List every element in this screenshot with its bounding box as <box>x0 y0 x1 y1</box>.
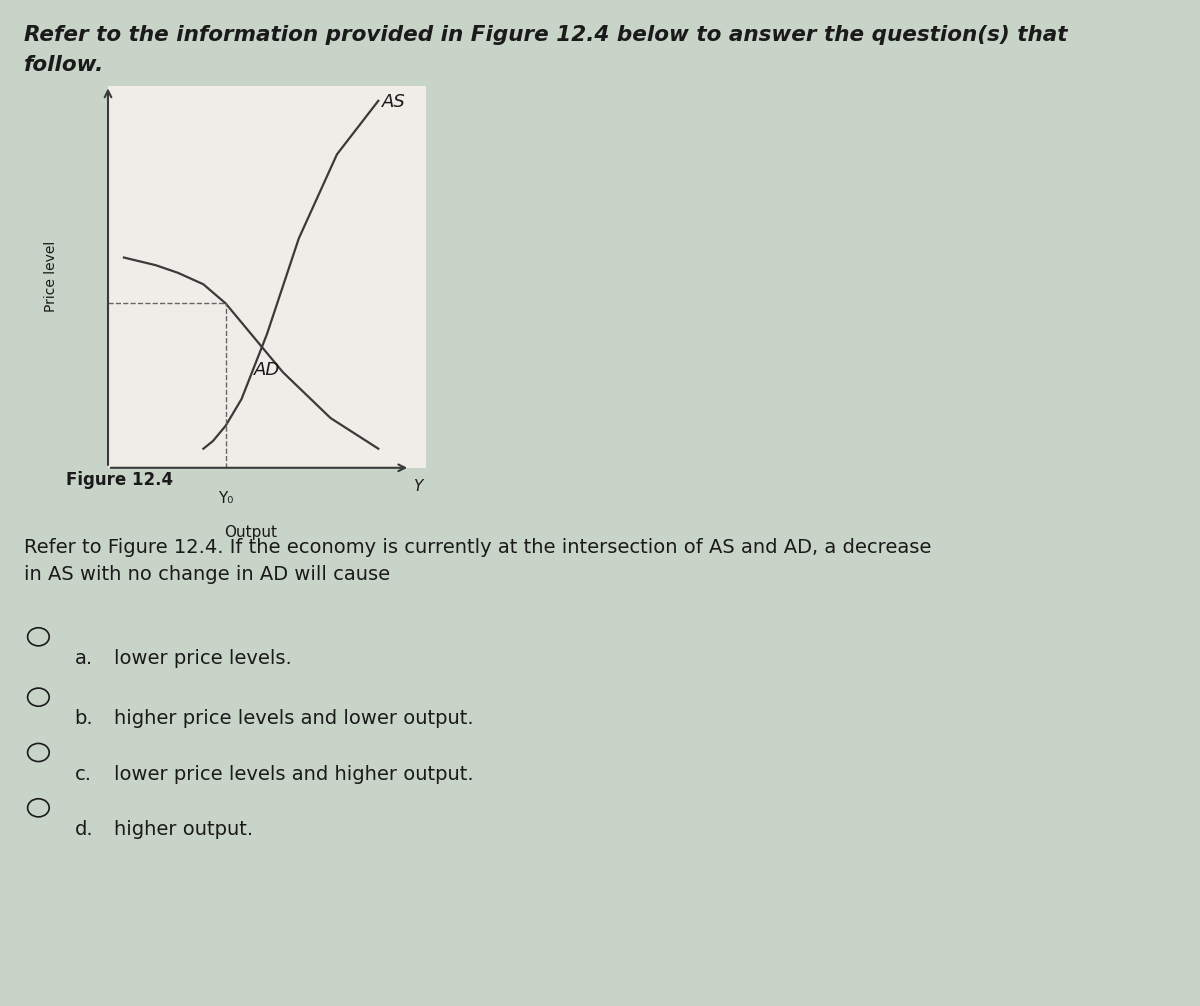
Text: lower price levels.: lower price levels. <box>114 649 292 668</box>
Text: higher price levels and lower output.: higher price levels and lower output. <box>114 709 474 728</box>
Text: higher output.: higher output. <box>114 820 253 839</box>
Text: lower price levels and higher output.: lower price levels and higher output. <box>114 765 474 784</box>
Text: in AS with no change in AD will cause: in AS with no change in AD will cause <box>24 565 390 584</box>
Text: Price level: Price level <box>43 241 58 312</box>
Text: c.: c. <box>74 765 91 784</box>
Text: d.: d. <box>74 820 94 839</box>
Text: Output: Output <box>224 525 277 540</box>
Text: Y: Y <box>413 480 422 494</box>
Text: Y₀: Y₀ <box>218 491 233 506</box>
Text: b.: b. <box>74 709 94 728</box>
Text: AD: AD <box>254 361 281 378</box>
Text: Figure 12.4: Figure 12.4 <box>66 471 173 489</box>
Text: Refer to the information provided in Figure 12.4 below to answer the question(s): Refer to the information provided in Fig… <box>24 25 1068 45</box>
Text: follow.: follow. <box>24 55 104 75</box>
Text: Refer to Figure 12.4. If the economy is currently at the intersection of AS and : Refer to Figure 12.4. If the economy is … <box>24 538 931 557</box>
Text: AS: AS <box>382 94 406 111</box>
Text: a.: a. <box>74 649 92 668</box>
